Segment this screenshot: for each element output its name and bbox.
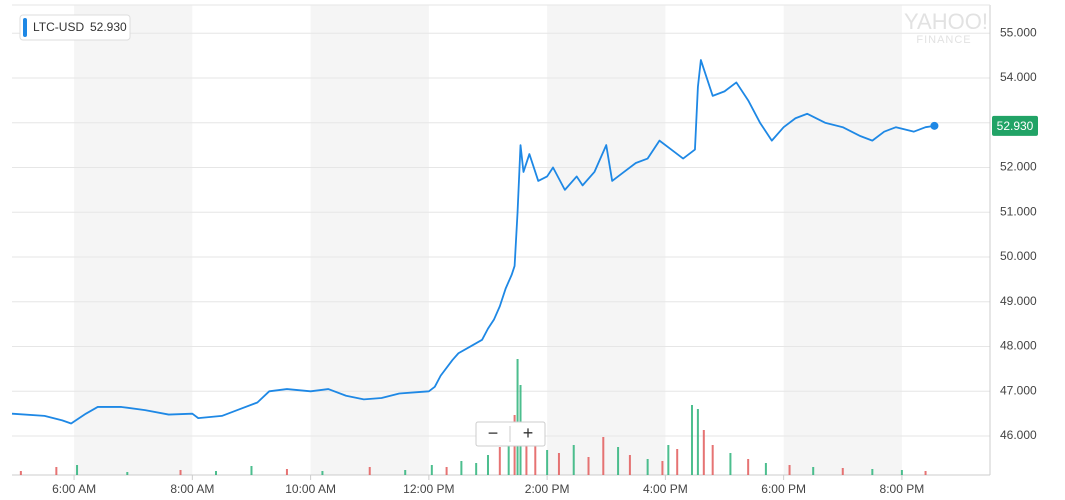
- x-tick-label: 6:00 PM: [761, 482, 806, 496]
- y-tick-label: 54.000: [1000, 70, 1037, 84]
- volume-bar: [516, 359, 519, 475]
- volume-bar: [696, 409, 699, 475]
- last-point: [930, 121, 939, 130]
- volume-bar: [460, 461, 463, 475]
- volume-bar: [507, 430, 510, 475]
- volume-bar: [587, 457, 590, 475]
- band: [783, 5, 902, 475]
- volume-bar: [702, 430, 705, 475]
- volume-bar: [285, 469, 288, 475]
- x-tick-label: 12:00 PM: [403, 482, 454, 496]
- volume-bar: [729, 453, 732, 475]
- volume-bar: [445, 467, 448, 475]
- volume-bar: [557, 453, 560, 475]
- watermark: FINANCE: [916, 34, 971, 46]
- y-tick-label: 48.000: [1000, 339, 1037, 353]
- legend-price: 52.930: [90, 20, 127, 34]
- volume-bar: [572, 445, 575, 475]
- legend-swatch: [23, 18, 27, 37]
- price: [11, 59, 939, 425]
- y-tick-label: 49.000: [1000, 294, 1037, 308]
- volume-bar: [602, 437, 605, 475]
- x-tick-label: 6:00 AM: [52, 482, 96, 496]
- volume-bar: [525, 435, 528, 475]
- x-tick-label: 10:00 AM: [285, 482, 336, 496]
- volume-bar: [430, 465, 433, 475]
- bands: [74, 5, 902, 475]
- volume-bar: [747, 459, 750, 475]
- y-tick-label: 50.000: [1000, 249, 1037, 263]
- volume-bar: [179, 470, 182, 475]
- volume-bar: [475, 463, 478, 475]
- volume-bar: [711, 445, 714, 475]
- volume-bar: [628, 455, 631, 475]
- y-tick-label: 52.000: [1000, 160, 1037, 174]
- volume-bar: [76, 465, 79, 475]
- legend-symbol: LTC-USD: [33, 20, 84, 34]
- volume-bar: [321, 471, 324, 475]
- price-tag: [992, 115, 1038, 136]
- volume: [19, 359, 927, 475]
- x-tick-label: 8:00 AM: [170, 482, 214, 496]
- band: [547, 5, 666, 475]
- volume-bar: [214, 471, 217, 475]
- watermark: YAHOO!: [904, 9, 988, 34]
- volume-bar: [667, 445, 670, 475]
- volume-bar: [661, 461, 664, 475]
- price-tag-label: 52.930: [997, 119, 1034, 133]
- labels: 46.000 47.000 48.000 49.000 50.000 51.000 52.0…: [52, 25, 1038, 496]
- volume-bar: [546, 450, 549, 475]
- volume-bar: [250, 466, 253, 475]
- volume-bar: [368, 467, 371, 475]
- price-line: [11, 59, 935, 425]
- volume-bar: [690, 405, 693, 475]
- x-tick-label: 4:00 PM: [643, 482, 688, 496]
- y-tick-label: 46.000: [1000, 428, 1037, 442]
- x-tick-label: 2:00 PM: [525, 482, 570, 496]
- band: [310, 5, 429, 475]
- volume-bar: [55, 467, 58, 475]
- volume-bar: [924, 471, 927, 475]
- x-tick-label: 8:00 PM: [880, 482, 925, 496]
- grid: [12, 4, 991, 480]
- volume-bar: [498, 447, 501, 475]
- zoom-in[interactable]: +: [523, 423, 534, 443]
- volume-bar: [534, 440, 537, 475]
- volume-bar: [126, 472, 129, 475]
- y-tick-label: 51.000: [1000, 204, 1037, 218]
- volume-bar: [646, 459, 649, 475]
- volume-bar: [841, 468, 844, 475]
- volume-bar: [486, 455, 489, 475]
- volume-bar: [812, 467, 815, 475]
- y-tick-label: 55.000: [1000, 25, 1037, 39]
- volume-bar: [871, 469, 874, 475]
- band: [74, 5, 193, 475]
- zoom-out[interactable]: −: [488, 423, 499, 443]
- volume-bar: [764, 463, 767, 475]
- volume-bar: [788, 465, 791, 475]
- volume-bar: [19, 471, 22, 475]
- volume-bar: [617, 447, 620, 475]
- volume-bar: [676, 449, 679, 475]
- legend-box: [19, 14, 131, 41]
- volume-bar: [900, 470, 903, 475]
- volume-bar: [404, 470, 407, 475]
- zoom-control: − +: [475, 421, 546, 447]
- y-tick-label: 47.000: [1000, 383, 1037, 397]
